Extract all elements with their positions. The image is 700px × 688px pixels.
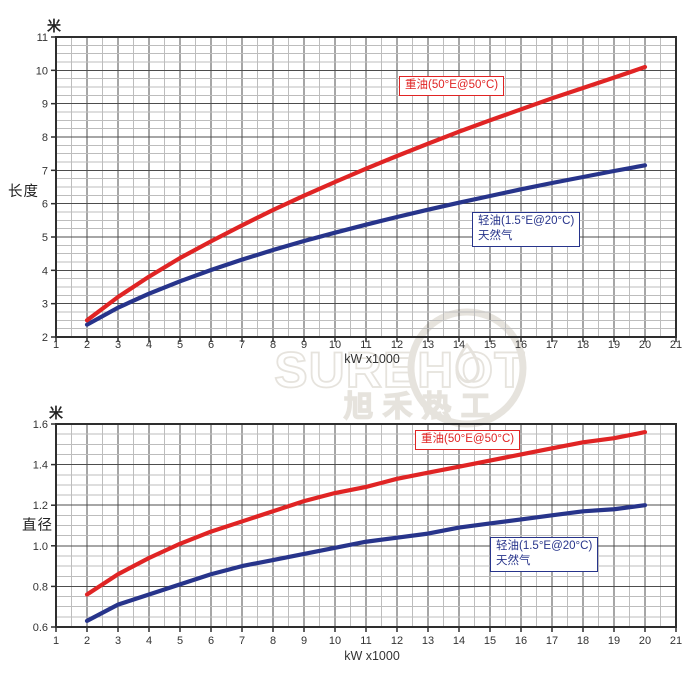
y-unit-label-diameter: 米 (49, 405, 63, 421)
svg-text:13: 13 (422, 635, 434, 647)
legend-light-oil-length-label: 轻油(1.5°E@20°C) (478, 215, 575, 227)
svg-text:4: 4 (42, 265, 48, 277)
y-axis-title-diameter: 直径 (22, 518, 53, 534)
svg-text:1: 1 (53, 635, 59, 647)
watermark-flame-icon (455, 342, 480, 384)
svg-text:3: 3 (42, 299, 48, 311)
svg-text:10: 10 (329, 339, 341, 351)
svg-text:14: 14 (453, 635, 465, 647)
svg-text:2: 2 (42, 332, 48, 344)
legend-light-oil-diameter-label: 轻油(1.5°E@20°C) (496, 540, 593, 552)
x-axis-title-diameter: kW x1000 (344, 649, 400, 663)
svg-text:15: 15 (484, 339, 496, 351)
svg-text:21: 21 (670, 635, 682, 647)
svg-text:4: 4 (146, 339, 152, 351)
svg-text:0.6: 0.6 (33, 622, 48, 634)
svg-text:8: 8 (270, 339, 276, 351)
svg-text:1.4: 1.4 (33, 460, 48, 472)
svg-text:6: 6 (208, 635, 214, 647)
legend-heavy-oil-diameter-label: 重油(50°E@50°C) (421, 433, 515, 445)
svg-text:14: 14 (453, 339, 465, 351)
svg-text:7: 7 (239, 635, 245, 647)
svg-text:16: 16 (515, 339, 527, 351)
svg-text:1.6: 1.6 (33, 419, 48, 431)
svg-text:5: 5 (42, 232, 48, 244)
legend-natural-gas-diameter-label: 天然气 (496, 554, 531, 567)
svg-text:2: 2 (84, 635, 90, 647)
legend-heavy-oil-length: 重油(50°E@50°C) (399, 76, 505, 96)
legend-heavy-oil-length-label: 重油(50°E@50°C) (405, 79, 499, 91)
legend-heavy-oil-diameter: 重油(50°E@50°C) (415, 430, 521, 450)
svg-text:19: 19 (608, 339, 620, 351)
svg-text:17: 17 (546, 635, 558, 647)
svg-text:9: 9 (301, 339, 307, 351)
legend-light-oil-gas-diameter: 轻油(1.5°E@20°C) 天然气 (490, 537, 599, 572)
legend-light-oil-gas-length: 轻油(1.5°E@20°C) 天然气 (472, 212, 581, 247)
svg-text:2: 2 (84, 339, 90, 351)
svg-text:4: 4 (146, 635, 152, 647)
svg-text:3: 3 (115, 339, 121, 351)
svg-text:12: 12 (391, 635, 403, 647)
svg-text:20: 20 (639, 635, 651, 647)
svg-text:11: 11 (37, 32, 48, 44)
svg-text:1: 1 (53, 339, 59, 351)
svg-text:6: 6 (42, 199, 48, 211)
svg-text:5: 5 (177, 635, 183, 647)
y-axis-title-length: 长度 (8, 184, 39, 200)
svg-text:19: 19 (608, 635, 620, 647)
svg-text:13: 13 (422, 339, 434, 351)
svg-text:18: 18 (577, 635, 589, 647)
svg-text:6: 6 (208, 339, 214, 351)
svg-text:7: 7 (239, 339, 245, 351)
watermark-cn-text: 旭禾热工 (344, 390, 500, 423)
svg-text:8: 8 (42, 132, 48, 144)
svg-text:16: 16 (515, 635, 527, 647)
svg-text:7: 7 (42, 165, 48, 177)
svg-text:1.0: 1.0 (33, 541, 48, 553)
svg-text:9: 9 (42, 99, 48, 111)
svg-text:3: 3 (115, 635, 121, 647)
svg-text:17: 17 (546, 339, 558, 351)
svg-text:10: 10 (36, 65, 48, 77)
svg-text:1.2: 1.2 (33, 500, 48, 512)
svg-text:0.8: 0.8 (33, 581, 48, 593)
svg-text:15: 15 (484, 635, 496, 647)
y-unit-label-length: 米 (47, 18, 61, 34)
svg-text:11: 11 (360, 339, 371, 351)
svg-text:5: 5 (177, 339, 183, 351)
svg-text:20: 20 (639, 339, 651, 351)
legend-natural-gas-length-label: 天然气 (478, 229, 513, 242)
x-axis-title-length: kW x1000 (344, 352, 400, 366)
watermark-brand-text: SUREHOT (274, 342, 525, 398)
svg-text:12: 12 (391, 339, 403, 351)
svg-text:11: 11 (360, 635, 371, 647)
svg-text:18: 18 (577, 339, 589, 351)
svg-text:10: 10 (329, 635, 341, 647)
svg-text:21: 21 (670, 339, 682, 351)
svg-text:8: 8 (270, 635, 276, 647)
svg-text:9: 9 (301, 635, 307, 647)
